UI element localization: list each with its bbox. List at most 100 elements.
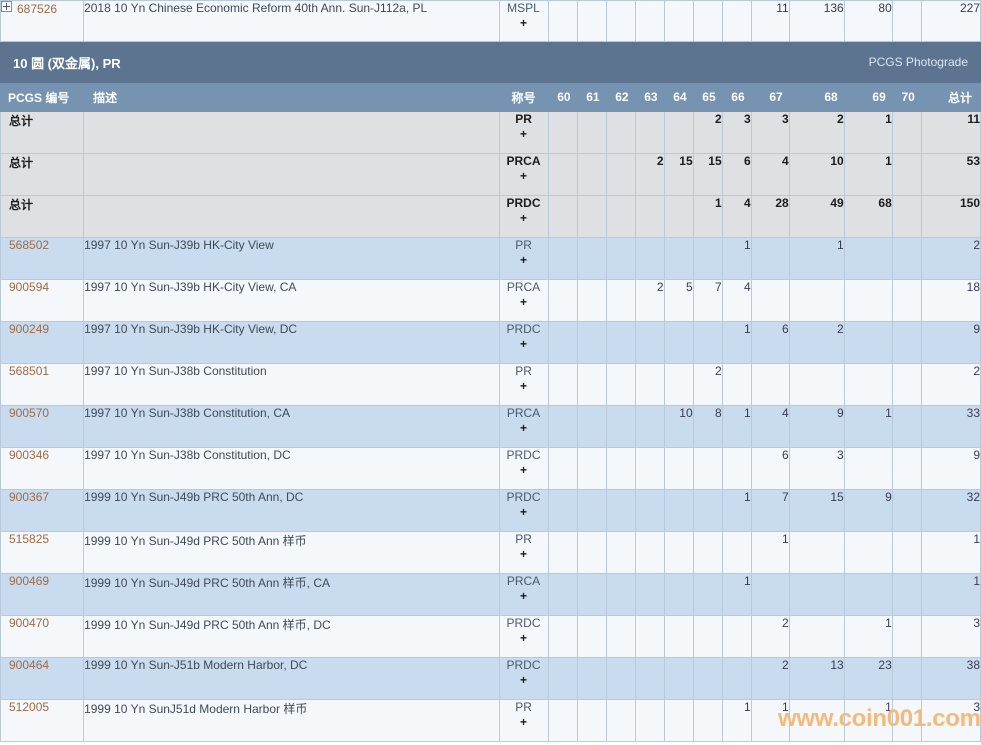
grade-cell-67: 3 [750, 111, 790, 154]
designation-label: PRDC [506, 616, 541, 630]
total-cell: 53 [920, 153, 981, 196]
designation-cell: PR + [498, 531, 549, 574]
designation-cell: PR + [498, 363, 549, 406]
pcgs-number-link[interactable]: 900470 [9, 616, 50, 630]
table-row[interactable]: 900570 1997 10 Yn Sun-J38b Constitution, … [0, 405, 981, 448]
pcgs-number-link[interactable]: 568502 [9, 238, 50, 252]
pcgs-number-cell[interactable]: 568502 [0, 237, 85, 280]
pcgs-number-cell[interactable]: 687526 [0, 0, 85, 42]
table-row[interactable]: 900346 1997 10 Yn Sun-J38b Constitution, … [0, 447, 981, 490]
designation-cell: PRDC + [498, 615, 549, 658]
grade-cell-70 [891, 615, 922, 658]
pcgs-number-cell[interactable]: 900570 [0, 405, 85, 448]
table-row[interactable]: 900594 1997 10 Yn Sun-J39b HK-City View, … [0, 279, 981, 322]
column-header-description[interactable]: 描述 [83, 82, 500, 112]
grade-cell-60 [547, 363, 578, 406]
total-cell: 1 [920, 531, 981, 574]
grade-cell-63 [634, 405, 665, 448]
pcgs-number-link[interactable]: 900464 [9, 658, 50, 672]
grade-cell-61 [576, 321, 607, 364]
column-header-designation[interactable]: 称号 [498, 82, 549, 112]
column-header-grade-69[interactable]: 69 [843, 82, 893, 112]
pcgs-number-link[interactable]: 687526 [17, 2, 58, 16]
designation-cell: PRCA + [498, 279, 549, 322]
column-header-grade-63[interactable]: 63 [634, 82, 665, 112]
grade-cell-65 [692, 699, 723, 742]
pcgs-number-cell[interactable]: 900469 [0, 573, 85, 616]
grade-cell-67: 2 [750, 657, 790, 700]
pcgs-number-cell[interactable]: 900470 [0, 615, 85, 658]
table-row[interactable]: 900367 1999 10 Yn Sun-J49b PRC 50th Ann, … [0, 489, 981, 532]
grade-cell-67: 6 [750, 447, 790, 490]
table-row[interactable]: 568501 1997 10 Yn Sun-J38b Constitution PR… [0, 363, 981, 406]
column-header-grade-68[interactable]: 68 [788, 82, 845, 112]
pcgs-number-link[interactable]: 568501 [9, 364, 50, 378]
pcgs-number-link[interactable]: 900469 [9, 574, 50, 588]
grade-cell-70 [891, 699, 922, 742]
grade-cell-64 [663, 699, 694, 742]
column-header-grade-67[interactable]: 67 [750, 82, 790, 112]
designation-label: PR [515, 532, 532, 546]
column-header-grade-60[interactable]: 60 [547, 82, 578, 112]
grade-cell-63 [634, 111, 665, 154]
column-header-grade-66[interactable]: 66 [721, 82, 752, 112]
designation-label: PR [515, 112, 532, 126]
pcgs-number-link[interactable]: 900367 [9, 490, 50, 504]
grade-cell-65 [692, 531, 723, 574]
photograde-label[interactable]: PCGS Photograde [868, 55, 968, 69]
grade-cell-60 [547, 195, 578, 238]
section-header-cell: 10 圆 (双金属), PR PCGS Photograde [0, 41, 981, 83]
column-header-grade-62[interactable]: 62 [605, 82, 636, 112]
pcgs-number-link[interactable]: 900594 [9, 280, 50, 294]
designation-label: PRCA [506, 280, 541, 294]
column-header-grade-65[interactable]: 65 [692, 82, 723, 112]
column-header-grade-70[interactable]: 70 [891, 82, 922, 112]
designation-cell: PRDC + [498, 489, 549, 532]
grade-cell-67: 2 [750, 615, 790, 658]
description-cell: 2018 10 Yn Chinese Economic Reform 40th … [83, 0, 500, 42]
grade-cell-70 [891, 0, 922, 42]
pcgs-number-link[interactable]: 515825 [9, 532, 50, 546]
expand-plus-icon[interactable] [1, 1, 12, 12]
grade-cell-63 [634, 615, 665, 658]
column-header-grade-64[interactable]: 64 [663, 82, 694, 112]
table-row[interactable]: 687526 2018 10 Yn Chinese Economic Reform… [0, 0, 981, 42]
grade-cell-68: 9 [788, 405, 845, 448]
pcgs-number-link[interactable]: 512005 [9, 700, 50, 714]
grade-cell-69: 1 [843, 699, 893, 742]
grade-cell-62 [605, 405, 636, 448]
pcgs-number-cell[interactable]: 900594 [0, 279, 85, 322]
grade-cell-67: 1 [750, 531, 790, 574]
column-header-pcgs-no[interactable]: PCGS 编号 [0, 82, 85, 112]
table-row[interactable]: 515825 1999 10 Yn Sun-J49d PRC 50th Ann 样… [0, 531, 981, 574]
grade-cell-65 [692, 447, 723, 490]
grade-cell-70 [891, 279, 922, 322]
table-row[interactable]: 900469 1999 10 Yn Sun-J49d PRC 50th Ann 样… [0, 573, 981, 616]
pcgs-number-link[interactable]: 900570 [9, 406, 50, 420]
grade-cell-66: 1 [721, 405, 752, 448]
pcgs-number-cell[interactable]: 515825 [0, 531, 85, 574]
table-row[interactable]: 512005 1999 10 Yn SunJ51d Modern Harbor 样… [0, 699, 981, 742]
grade-cell-66 [721, 0, 752, 42]
grade-cell-60 [547, 489, 578, 532]
table-row[interactable]: 568502 1997 10 Yn Sun-J39b HK-City View PR… [0, 237, 981, 280]
plus-label: + [520, 505, 528, 519]
table-row[interactable]: 900249 1997 10 Yn Sun-J39b HK-City View, … [0, 321, 981, 364]
plus-label: + [520, 463, 528, 477]
grade-cell-70 [891, 321, 922, 364]
pcgs-number-cell[interactable]: 900346 [0, 447, 85, 490]
description-cell: 1997 10 Yn Sun-J38b Constitution, DC [83, 447, 500, 490]
pcgs-number-link[interactable]: 900346 [9, 448, 50, 462]
table-row[interactable]: 900464 1999 10 Yn Sun-J51b Modern Harbor,… [0, 657, 981, 700]
pcgs-number-cell[interactable]: 900464 [0, 657, 85, 700]
pcgs-number-cell[interactable]: 568501 [0, 363, 85, 406]
column-header-grade-61[interactable]: 61 [576, 82, 607, 112]
pcgs-number-cell[interactable]: 900249 [0, 321, 85, 364]
pcgs-number-cell[interactable]: 900367 [0, 489, 85, 532]
table-row[interactable]: 900470 1999 10 Yn Sun-J49d PRC 50th Ann 样… [0, 615, 981, 658]
pcgs-number-cell[interactable]: 512005 [0, 699, 85, 742]
grade-cell-70 [891, 195, 922, 238]
column-header-total[interactable]: 总计 [920, 82, 981, 112]
plus-label: + [520, 631, 528, 645]
pcgs-number-link[interactable]: 900249 [9, 322, 50, 336]
